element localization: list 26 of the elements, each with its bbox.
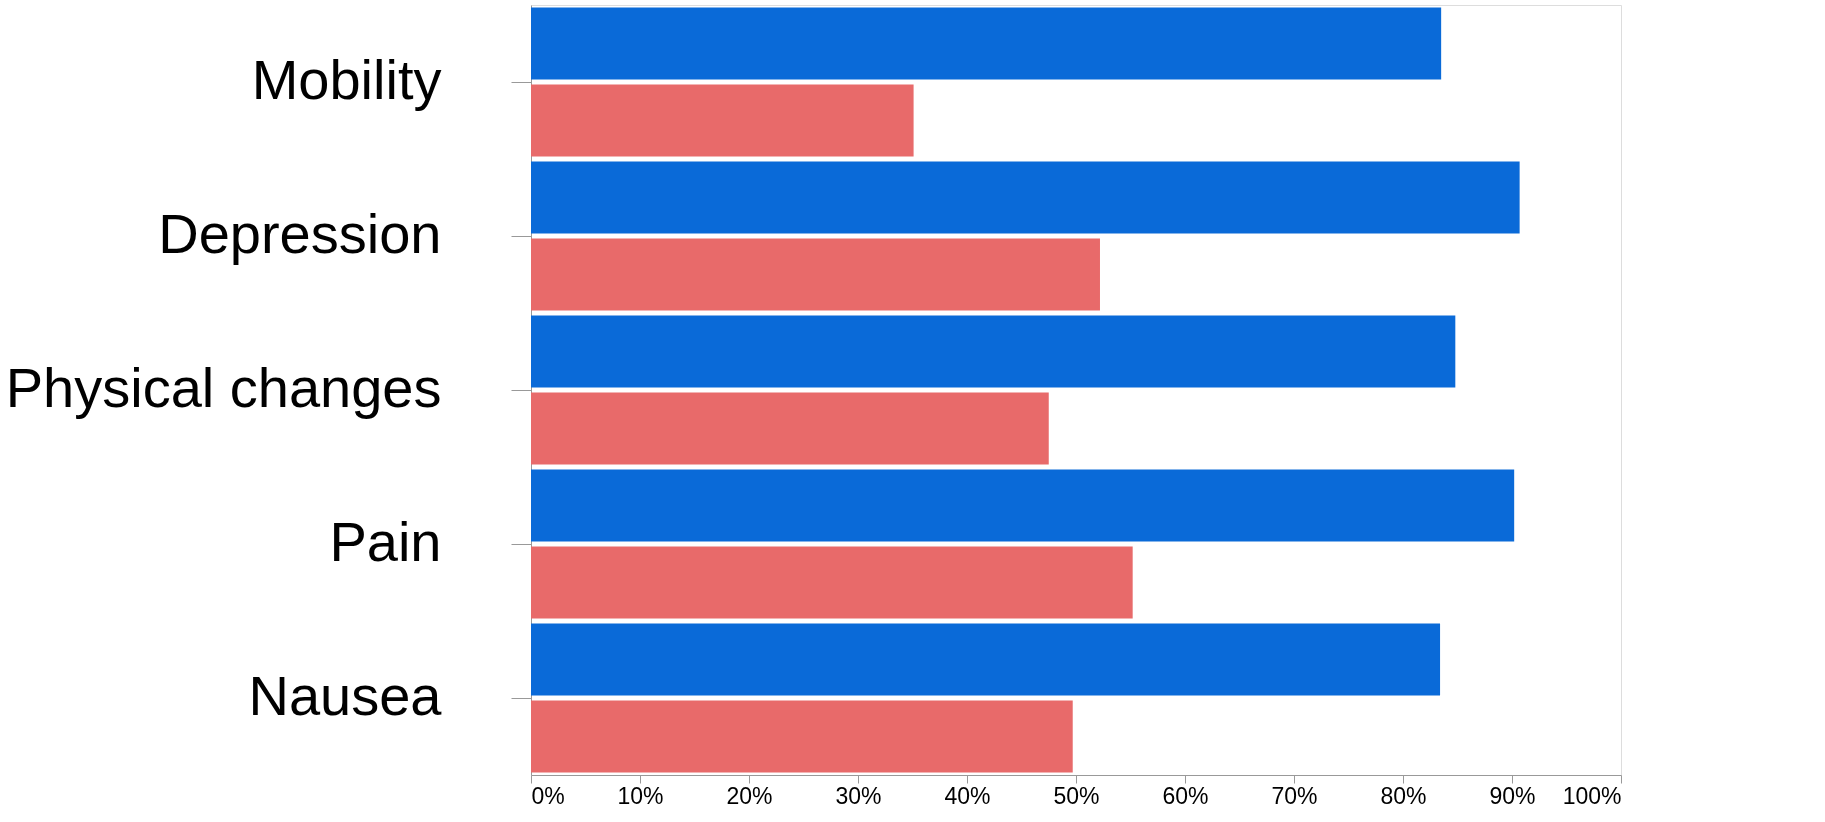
bar <box>531 546 1133 619</box>
bar <box>531 315 1456 388</box>
x-tick-label: 40% <box>944 782 991 809</box>
x-tick-label: 20% <box>726 782 773 809</box>
bar <box>531 392 1049 465</box>
y-tick-label: Pain <box>329 510 442 573</box>
y-tick-label: Depression <box>158 202 442 265</box>
x-tick-label: 50% <box>1053 782 1100 809</box>
bar <box>531 700 1073 773</box>
bar <box>531 238 1100 311</box>
x-tick-label: 60% <box>1162 782 1209 809</box>
bar <box>531 7 1442 80</box>
x-tick-label: 0% <box>531 782 565 809</box>
y-tick-label: Physical changes <box>5 356 442 419</box>
bar <box>531 623 1441 696</box>
x-tick-label: 10% <box>617 782 664 809</box>
x-tick-label: 100% <box>1562 782 1622 809</box>
x-tick-label: 90% <box>1489 782 1536 809</box>
y-tick-label: Mobility <box>251 48 442 111</box>
bar <box>531 84 914 157</box>
bar <box>531 161 1520 234</box>
bar <box>531 469 1515 542</box>
x-tick-label: 30% <box>835 782 882 809</box>
x-tick-label: 80% <box>1380 782 1427 809</box>
x-tick-label: 70% <box>1271 782 1318 809</box>
y-tick-label: Nausea <box>248 664 443 727</box>
